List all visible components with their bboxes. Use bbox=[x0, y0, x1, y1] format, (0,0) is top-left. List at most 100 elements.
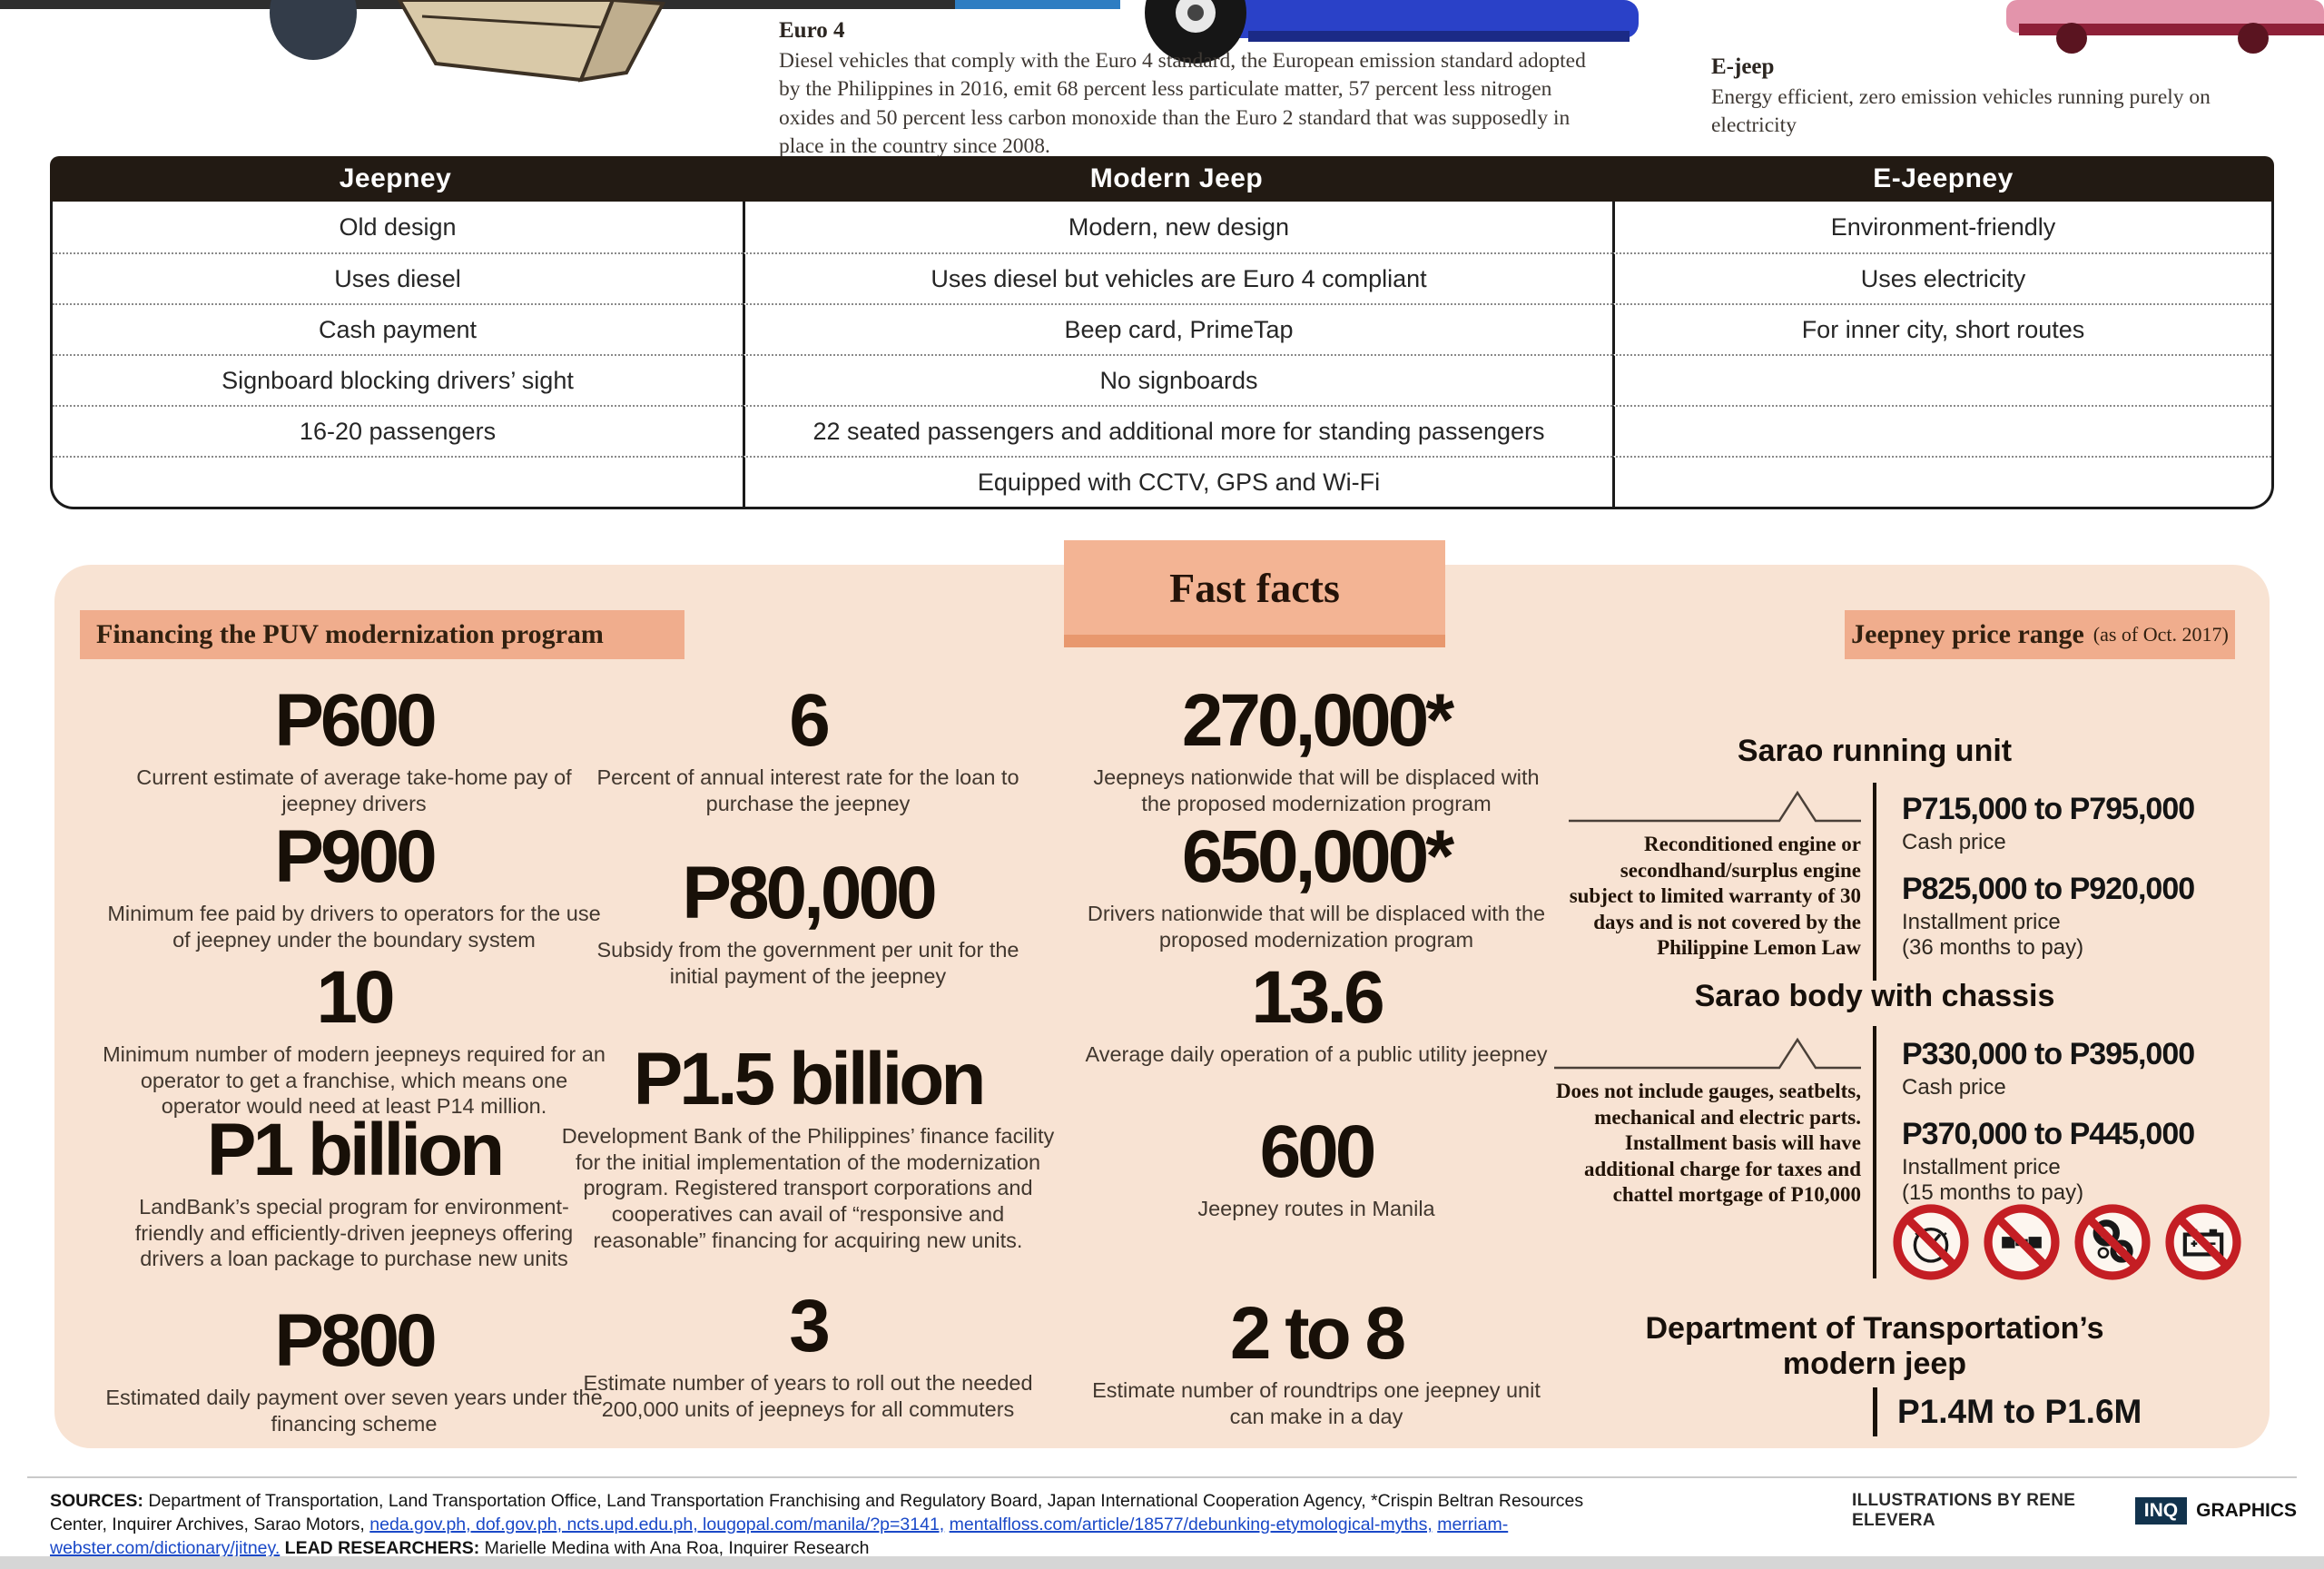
pointer-line-icon bbox=[1569, 788, 1861, 829]
no-electric-parts-icon bbox=[2165, 1204, 2241, 1280]
stat-desc: Subsidy from the government per unit for… bbox=[596, 937, 1019, 988]
installment-price-label: Installment price bbox=[1902, 910, 2061, 934]
source-link-merriam-webster[interactable]: merriam-webster.com/dictionary/jitney. bbox=[50, 1515, 1509, 1559]
installment-price-label: Installment price bbox=[1902, 1155, 2061, 1179]
no-mechanical-parts-icon bbox=[2074, 1204, 2151, 1280]
table-cell: Uses diesel bbox=[53, 252, 743, 303]
stat-value: P600 bbox=[274, 679, 438, 762]
stat-value: 270,000* bbox=[1181, 679, 1454, 762]
sources-text: SOURCES: Department of Transportation, L… bbox=[50, 1489, 1593, 1560]
e-jeepney-illustration bbox=[2006, 0, 2324, 59]
stat-desc: Estimate number of roundtrips one jeepne… bbox=[1092, 1377, 1541, 1428]
table-cell: For inner city, short routes bbox=[1612, 303, 2271, 354]
table-cell: Modern, new design bbox=[743, 202, 1612, 252]
stat-desc: Minimum fee paid by drivers to operators… bbox=[107, 901, 601, 952]
dot-title-line1: Department of Transportation’s bbox=[1645, 1311, 2104, 1346]
table-cell: No signboards bbox=[743, 354, 1612, 405]
fast-facts-title: Fast facts bbox=[1169, 564, 1340, 611]
stat-value: 6 bbox=[789, 679, 831, 762]
stat-desc: Average daily operation of a public util… bbox=[1085, 1041, 1548, 1066]
table-cell bbox=[1612, 354, 2271, 405]
table-header-jeepney: Jeepney bbox=[339, 163, 452, 193]
table-cell: Equipped with CCTV, GPS and Wi-Fi bbox=[743, 456, 1612, 507]
dot-modern-jeep-title: Department of Transportation’s modern je… bbox=[1602, 1311, 2147, 1382]
excluded-parts-icons bbox=[1893, 1204, 2241, 1280]
stat-p1-billion: P1 billion LandBank’s special program fo… bbox=[86, 1109, 622, 1272]
source-link-group[interactable]: neda.gov.ph, dof.gov.ph, ncts.upd.edu.ph… bbox=[369, 1515, 945, 1535]
price-range-label-date: (as of Oct. 2017) bbox=[2093, 623, 2229, 646]
stat-p900: P900 Minimum fee paid by drivers to oper… bbox=[86, 815, 622, 952]
stat-desc: Estimated daily payment over seven years… bbox=[105, 1385, 603, 1436]
jeepney-rear-illustration bbox=[263, 0, 758, 88]
stat-600-routes: 600 Jeepney routes in Manila bbox=[1053, 1115, 1580, 1222]
sources-body: Department of Transportation, Land Trans… bbox=[50, 1491, 1589, 1535]
stat-desc: Percent of annual interest rate for the … bbox=[596, 765, 1019, 815]
sarao-running-note: Reconditioned engine or secondhand/surpl… bbox=[1569, 833, 1861, 960]
stat-value: P80,000 bbox=[682, 852, 938, 934]
stat-desc: Estimate number of years to roll out the… bbox=[583, 1370, 1033, 1421]
installment-terms: (15 months to pay) bbox=[1902, 1180, 2084, 1205]
inq-logo: INQ bbox=[2134, 1497, 2188, 1525]
comparison-table: Jeepney Modern Jeep E-Jeepney Old design… bbox=[50, 156, 2274, 509]
ejeep-blurb: E-jeep Energy efficient, zero emission v… bbox=[1711, 54, 2265, 141]
cash-price-label: Cash price bbox=[1902, 1075, 2006, 1100]
inq-graphics-label: GRAPHICS bbox=[2196, 1500, 2297, 1521]
footer-credits: ILLUSTRATIONS BY RENE ELEVERA INQ GRAPHI… bbox=[1852, 1491, 2297, 1531]
modern-jeep-illustration bbox=[1112, 0, 1639, 70]
stat-desc: Jeepney routes in Manila bbox=[1197, 1196, 1435, 1220]
dot-price-value: P1.4M to P1.6M bbox=[1897, 1393, 2142, 1430]
table-cell: Old design bbox=[339, 212, 457, 241]
installment-price-value: P825,000 to P920,000 bbox=[1902, 872, 2195, 906]
no-seatbelt-icon bbox=[1984, 1204, 2060, 1280]
sarao-running-unit-title: Sarao running unit bbox=[1737, 734, 2013, 768]
sarao-body-chassis-title: Sarao body with chassis bbox=[1694, 979, 2055, 1013]
stat-6-percent: 6 Percent of annual interest rate for th… bbox=[554, 679, 1062, 816]
stat-value: P1 billion bbox=[206, 1109, 505, 1191]
price-range-section-label: Jeepney price range (as of Oct. 2017) bbox=[1845, 610, 2235, 659]
financing-label-text: Financing the PUV modernization program bbox=[96, 619, 604, 649]
stat-value: P900 bbox=[274, 815, 438, 898]
table-cell: Cash payment bbox=[53, 303, 743, 354]
lead-researchers-text: Marielle Medina with Ana Roa, Inquirer R… bbox=[479, 1538, 870, 1559]
stat-p600: P600 Current estimate of average take-ho… bbox=[86, 679, 622, 816]
comparison-table-header: Jeepney Modern Jeep E-Jeepney bbox=[50, 156, 2274, 202]
no-gauges-icon bbox=[1893, 1204, 1969, 1280]
cash-price-value: P330,000 to P395,000 bbox=[1902, 1037, 2195, 1071]
stat-10-jeepneys: 10 Minimum number of modern jeepneys req… bbox=[86, 956, 622, 1120]
stat-270000: 270,000* Jeepneys nationwide that will b… bbox=[1053, 679, 1580, 816]
lead-researchers-label: LEAD RESEARCHERS: bbox=[284, 1538, 480, 1559]
table-cell: Uses electricity bbox=[1612, 252, 2271, 303]
table-cell: Beep card, PrimeTap bbox=[743, 303, 1612, 354]
cash-price-value: P715,000 to P795,000 bbox=[1902, 792, 2195, 826]
stat-value: P800 bbox=[274, 1299, 438, 1382]
table-cell bbox=[1612, 405, 2271, 456]
stat-value: 3 bbox=[789, 1285, 831, 1367]
stat-value: 10 bbox=[316, 956, 395, 1039]
installment-price-value: P370,000 to P445,000 bbox=[1902, 1117, 2195, 1151]
fast-facts-title-box: Fast facts bbox=[1064, 540, 1445, 647]
sarao-body-prices: P330,000 to P395,000 Cash price P370,000… bbox=[1902, 1037, 2292, 1206]
stat-p80000: P80,000 Subsidy from the government per … bbox=[554, 852, 1062, 989]
dot-title-line2: modern jeep bbox=[1782, 1347, 1967, 1381]
stat-13-6-hours: 13.6 Average daily operation of a public… bbox=[1053, 956, 1580, 1068]
table-cell: Uses diesel but vehicles are Euro 4 comp… bbox=[743, 252, 1612, 303]
ejeep-body: Energy efficient, zero emission vehicles… bbox=[1711, 85, 2211, 138]
sarao-body-note: Does not include gauges, seatbelts, mech… bbox=[1555, 1080, 1861, 1207]
sarao-running-prices: P715,000 to P795,000 Cash price P825,000… bbox=[1902, 792, 2292, 961]
pointer-line-icon bbox=[1554, 1035, 1861, 1076]
table-cell bbox=[53, 456, 743, 507]
bottom-edge-strip bbox=[0, 1556, 2324, 1569]
price-divider-line bbox=[1873, 1026, 1876, 1278]
stat-value: 13.6 bbox=[1251, 956, 1385, 1039]
player-progress-handle[interactable] bbox=[955, 0, 1120, 9]
price-divider-line bbox=[1873, 783, 1876, 981]
ejeep-title: E-jeep bbox=[1711, 54, 1775, 79]
table-cell bbox=[1612, 456, 2271, 507]
price-divider-line bbox=[1873, 1387, 1877, 1436]
stat-value: P1.5 billion bbox=[633, 1038, 987, 1120]
table-cell: 22 seated passengers and additional more… bbox=[743, 405, 1612, 456]
source-link-mentalfloss[interactable]: mentalfloss.com/article/18577/debunking-… bbox=[949, 1515, 1433, 1535]
stat-desc: LandBank’s special program for environme… bbox=[134, 1194, 574, 1271]
table-cell: Environment-friendly bbox=[1612, 202, 2271, 252]
